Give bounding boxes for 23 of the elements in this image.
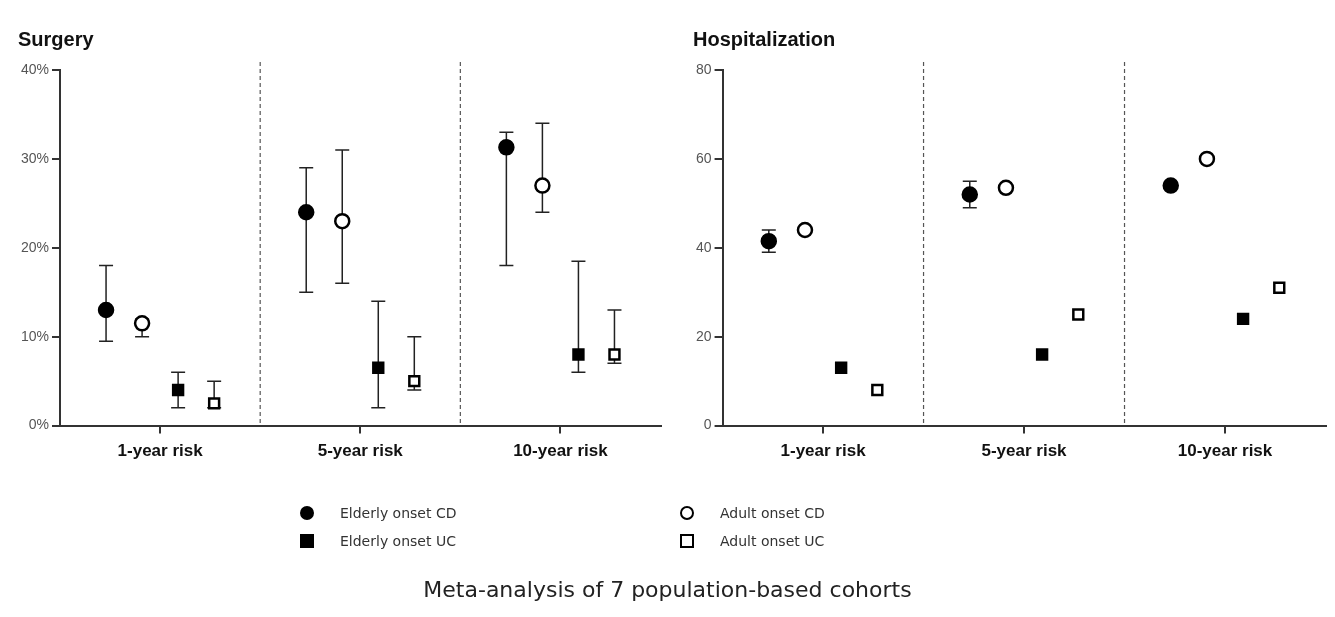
- x-tick-label: 10-year risk: [513, 441, 609, 461]
- x-tick-label: 10-year risk: [1177, 441, 1273, 461]
- legend-label: Adult onset CD: [720, 505, 825, 521]
- x-tick-label: 5-year risk: [981, 441, 1068, 461]
- legend-label: Elderly onset CD: [340, 505, 457, 521]
- text: Meta-analysis of 7 population-based cohorts: [422, 577, 913, 602]
- chart-title: Surgery: [18, 27, 95, 50]
- y-tick-label: 60: [695, 149, 712, 166]
- y-tick-label: 0%: [28, 416, 50, 433]
- legend-label: Elderly onset UC: [340, 533, 456, 549]
- legend-label: Adult onset UC: [720, 533, 825, 549]
- chart-title: Hospitalization: [693, 27, 836, 50]
- y-tick-label: 20%: [20, 238, 50, 255]
- x-tick-label: 1-year risk: [117, 441, 204, 461]
- x-tick-label: 5-year risk: [317, 441, 404, 461]
- y-tick-label: 80: [695, 60, 712, 77]
- y-tick-label: 40%: [20, 60, 50, 77]
- y-tick-label: 10%: [20, 327, 50, 344]
- y-tick-label: 30%: [20, 149, 50, 166]
- y-tick-label: 0: [703, 416, 712, 433]
- y-tick-label: 40: [695, 238, 712, 255]
- y-tick-label: 20: [695, 327, 712, 344]
- x-tick-label: 1-year risk: [780, 441, 867, 461]
